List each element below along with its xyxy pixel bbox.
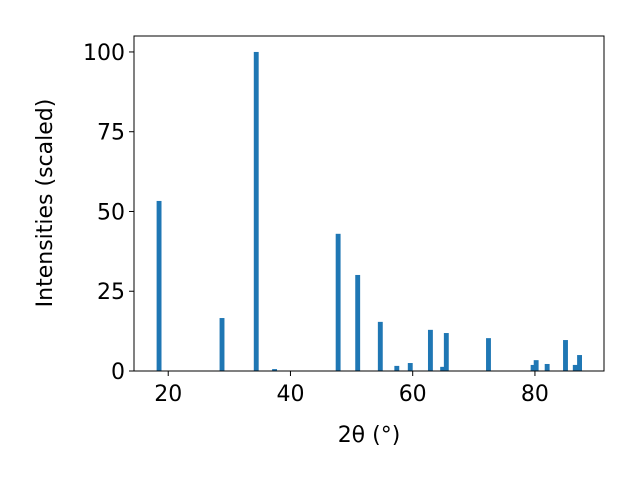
y-tick-label: 50 [97,200,125,225]
bar [156,200,162,371]
x-axis-label: 2θ (°) [338,423,401,448]
y-axis-label: Intensities (scaled) [33,99,58,308]
plot-frame [133,35,605,372]
x-tick-label: 80 [521,382,549,407]
y-tick-label: 25 [97,280,125,305]
x-tick-label: 40 [276,382,304,407]
y-tick-label: 75 [97,121,125,146]
bar [440,366,446,371]
bar [272,369,278,371]
bar [530,364,536,371]
bar [443,333,449,371]
bar [544,363,550,371]
bar [563,340,568,371]
bar [219,318,225,371]
bar [394,365,400,371]
bar [486,338,491,371]
x-tick-label: 20 [154,382,182,407]
y-tick-label: 100 [83,41,125,66]
bar [577,355,582,371]
x-tick-label: 60 [399,382,427,407]
bar [407,363,413,371]
bar [253,51,259,371]
bar [572,364,578,371]
y-tick-label: 0 [111,360,125,385]
bar [377,321,383,371]
bar [355,274,361,371]
bar [533,360,539,371]
bar [427,329,433,371]
bar [335,233,341,371]
